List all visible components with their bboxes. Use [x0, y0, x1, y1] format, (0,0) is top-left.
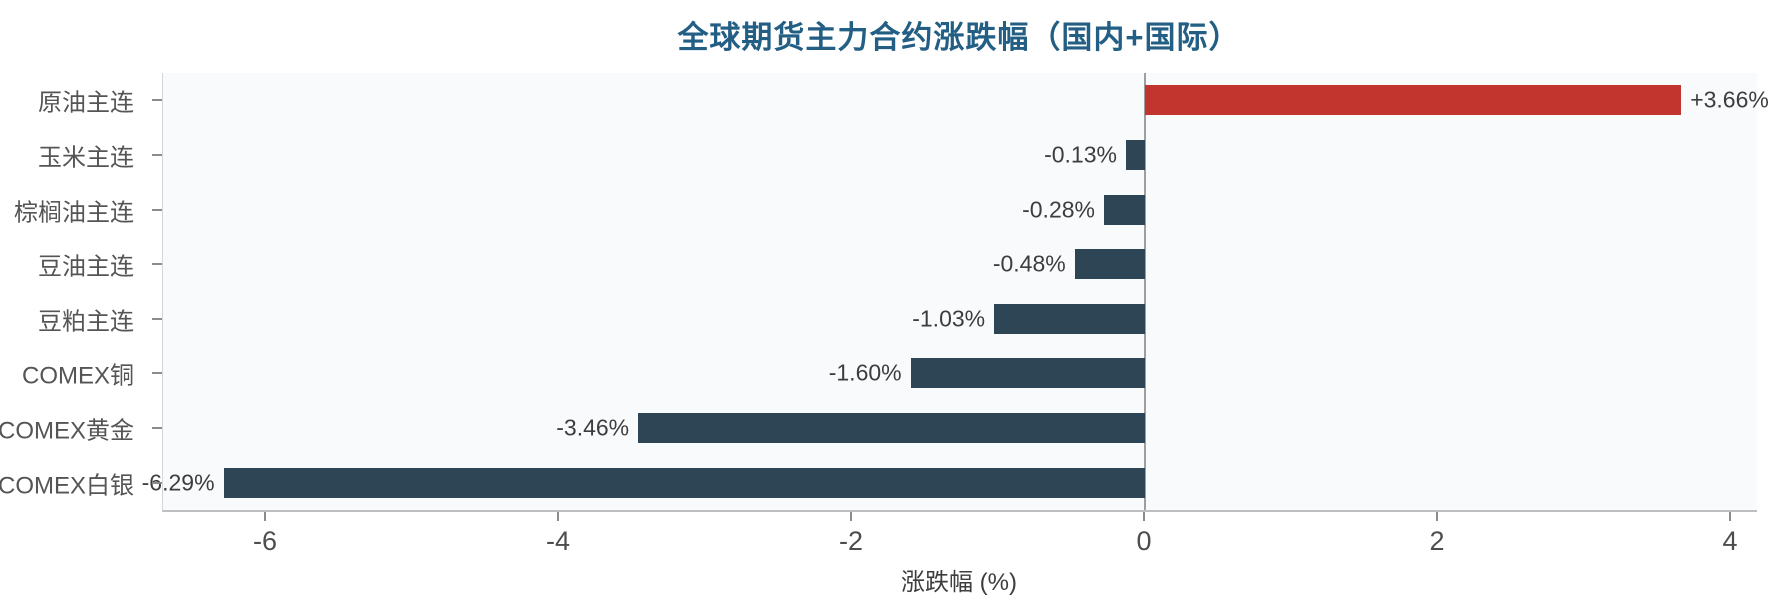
value-label-COMEX铜: -1.60%: [828, 359, 902, 386]
y-axis-tick: [152, 153, 162, 156]
category-label-豆粕主连: 豆粕主连: [38, 308, 134, 336]
y-axis-tick: [152, 481, 162, 484]
category-label-豆油主连: 豆油主连: [38, 253, 134, 281]
value-label-豆粕主连: -1.03%: [912, 305, 986, 332]
bar-棕榈油主连: [1103, 194, 1145, 225]
bar-COMEX铜: [910, 358, 1145, 389]
x-tick-label-0: 0: [1136, 526, 1152, 556]
bar-COMEX黄金: [638, 413, 1145, 444]
bar-豆油主连: [1074, 249, 1145, 280]
x-tick-label-2: 2: [1429, 526, 1445, 556]
category-label-玉米主连: 玉米主连: [38, 144, 134, 172]
bar-豆粕主连: [994, 303, 1145, 334]
x-axis-tick: [264, 512, 266, 521]
value-label-COMEX黄金: -3.46%: [556, 414, 630, 441]
zero-axis-line: [1144, 73, 1146, 510]
x-tick-label--2: -2: [838, 526, 864, 556]
bar-COMEX白银: [223, 467, 1145, 498]
category-label-COMEX白银: COMEX白银: [0, 472, 134, 500]
x-tick-label--6: -6: [252, 526, 278, 556]
x-tick-label-4: 4: [1722, 526, 1738, 556]
x-axis-tick: [1143, 512, 1145, 521]
plot-area: +3.66% 原油主连 -0.13% 玉米主连 -0.28% 棕榈油主连 -0.48% 豆油主…: [0, 73, 1769, 512]
value-label-玉米主连: -0.13%: [1044, 141, 1117, 168]
x-axis-title: 涨跌幅 (%): [901, 569, 1017, 596]
value-label-原油主连: +3.66%: [1690, 86, 1769, 113]
y-axis-tick: [152, 372, 162, 375]
x-axis-tick: [1729, 512, 1731, 521]
category-label-原油主连: 原油主连: [38, 89, 134, 117]
x-tick-label--4: -4: [545, 526, 571, 556]
x-axis-tick: [557, 512, 559, 521]
category-label-棕榈油主连: 棕榈油主连: [14, 199, 134, 227]
y-axis-tick: [152, 99, 162, 102]
y-axis-tick: [152, 263, 162, 266]
value-label-豆油主连: -0.48%: [992, 250, 1066, 277]
y-axis-tick: [152, 317, 162, 320]
value-label-棕榈油主连: -0.28%: [1022, 196, 1095, 223]
category-label-COMEX黄金: COMEX黄金: [0, 417, 134, 445]
x-axis-tick: [1436, 512, 1438, 521]
category-label-COMEX铜: COMEX铜: [21, 362, 134, 390]
bar-原油主连: [1145, 85, 1682, 116]
y-axis-tick: [152, 208, 162, 211]
y-axis-tick: [152, 427, 162, 430]
x-axis-tick: [850, 512, 852, 521]
bar-玉米主连: [1125, 139, 1145, 170]
chart-title: 全球期货主力合约涨跌幅（国内+国际）: [677, 20, 1241, 55]
